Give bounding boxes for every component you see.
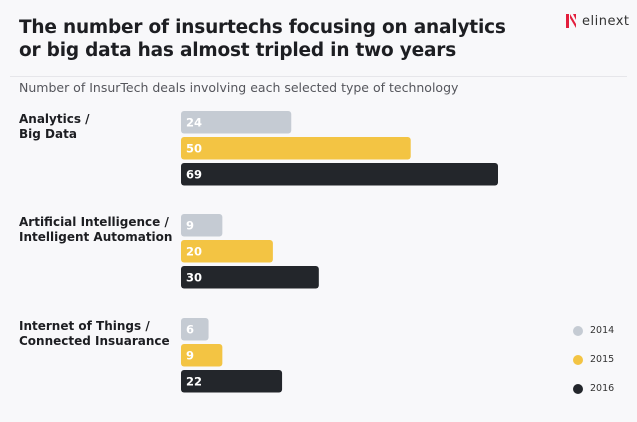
divider [10, 76, 627, 77]
data-label: 22 [186, 375, 202, 389]
data-label: 20 [186, 245, 202, 259]
bar-2015 [181, 240, 273, 263]
data-label: 50 [186, 142, 202, 156]
bar-2016 [181, 163, 498, 186]
category-label-line1: Analytics / [19, 112, 90, 126]
category-label-line1: Artificial Intelligence / [19, 215, 169, 229]
bar-2014 [181, 111, 292, 134]
legend-item-2016: 2016 [573, 383, 614, 394]
category-label-line2: Big Data [19, 127, 77, 141]
data-label: 6 [186, 323, 194, 337]
chart-title: The number of insurtechs focusing on ana… [19, 16, 506, 62]
category-label-line2: Connected Insuarance [19, 334, 170, 348]
legend-item-2014: 2014 [573, 325, 614, 336]
data-label: 69 [186, 168, 202, 182]
legend-item-2015: 2015 [573, 354, 614, 365]
title-line-2: or big data has almost tripled in two ye… [19, 40, 457, 61]
category-label: Artificial Intelligence / Intelligent Aut… [19, 215, 172, 245]
bar-2015 [181, 137, 411, 160]
legend-label: 2015 [590, 354, 615, 365]
bar-2015 [181, 344, 223, 367]
category-label-line2: Intelligent Automation [19, 230, 173, 244]
data-label: 9 [186, 219, 194, 233]
bar-2014 [181, 214, 223, 237]
data-label: 24 [186, 116, 202, 130]
bar-2014 [181, 318, 209, 341]
legend-swatch [573, 354, 583, 365]
logo: elinext [565, 12, 630, 30]
title-line-1: The number of insurtechs focusing on ana… [19, 17, 506, 38]
logo-text: elinext [582, 13, 630, 29]
legend-label: 2016 [590, 383, 615, 394]
category-label: Analytics / Big Data [19, 112, 90, 142]
data-label: 30 [186, 271, 202, 285]
bar-2016 [181, 370, 283, 393]
chart-subtitle: Number of InsurTech deals involving each… [19, 80, 459, 95]
bar-2016 [181, 266, 319, 289]
legend-swatch [573, 383, 583, 394]
data-label: 9 [186, 349, 194, 363]
category-label: Internet of Things / Connected Insuarance [19, 319, 170, 349]
elinext-logo-icon [566, 14, 576, 28]
category-label-line1: Internet of Things / [19, 319, 150, 333]
legend-swatch [573, 325, 583, 336]
legend-label: 2014 [590, 325, 615, 336]
